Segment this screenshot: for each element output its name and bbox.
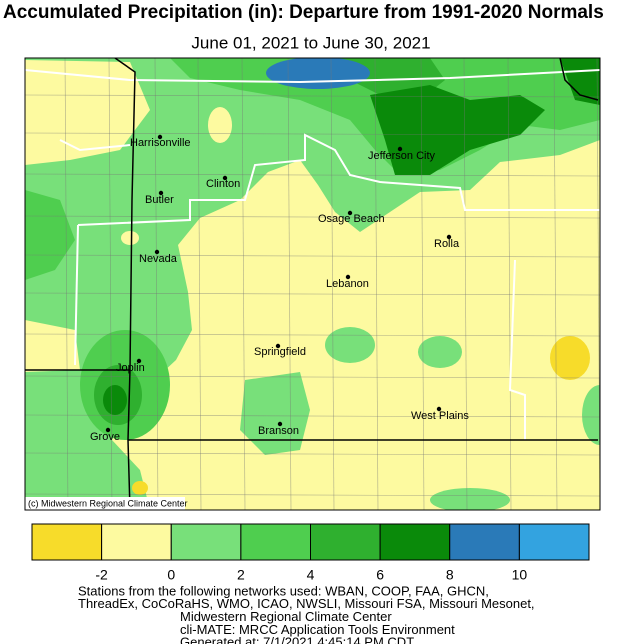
county-line bbox=[25, 292, 600, 296]
region bbox=[132, 481, 148, 495]
county-line bbox=[25, 493, 600, 497]
county-line bbox=[25, 333, 600, 337]
county-line bbox=[25, 414, 600, 418]
county-line bbox=[25, 94, 600, 98]
region bbox=[240, 372, 310, 455]
footer-line: cli-MATE: MRCC Application Tools Environ… bbox=[180, 622, 455, 637]
city-label: Branson bbox=[258, 425, 299, 437]
county-line bbox=[241, 58, 246, 510]
legend-tick-label: 4 bbox=[307, 567, 315, 583]
footer-line: Stations from the following networks use… bbox=[78, 583, 489, 598]
city-dot bbox=[157, 134, 163, 140]
region bbox=[550, 336, 590, 380]
city-dot bbox=[105, 427, 111, 433]
region bbox=[370, 85, 545, 175]
legend-tick-label: 10 bbox=[512, 567, 528, 583]
city-dot bbox=[154, 249, 160, 255]
region bbox=[103, 385, 127, 415]
county-line bbox=[25, 132, 600, 136]
legend-swatch bbox=[31, 523, 103, 561]
region bbox=[208, 107, 232, 143]
county-line bbox=[25, 452, 600, 456]
credit: (c) Midwestern Regional Climate Center bbox=[28, 498, 188, 508]
city-dot bbox=[277, 421, 283, 427]
city-label: Lebanon bbox=[326, 278, 369, 290]
legend-tick-label: -2 bbox=[95, 567, 108, 583]
city-dot bbox=[158, 190, 164, 196]
legend-swatch bbox=[449, 523, 520, 561]
legend-swatch bbox=[379, 523, 451, 561]
region bbox=[430, 488, 510, 510]
credit-box bbox=[25, 497, 185, 510]
county-line bbox=[287, 58, 292, 510]
region bbox=[25, 58, 600, 510]
county-line bbox=[420, 58, 425, 510]
footer: Stations from the following networks use… bbox=[78, 583, 535, 644]
county-line bbox=[25, 173, 600, 177]
legend-tick-label: 2 bbox=[237, 567, 245, 583]
legend-swatch bbox=[310, 523, 381, 561]
city-label: Springfield bbox=[254, 346, 306, 358]
city-label: West Plains bbox=[411, 410, 469, 422]
county-line bbox=[25, 215, 600, 219]
region bbox=[325, 327, 375, 363]
county-line bbox=[374, 58, 379, 510]
county-line bbox=[25, 254, 600, 258]
city-label: Jefferson City bbox=[368, 150, 436, 162]
county-line bbox=[507, 58, 512, 510]
legend-swatch bbox=[518, 523, 590, 561]
region bbox=[582, 385, 600, 445]
legend-swatch bbox=[170, 523, 242, 561]
city-label: Clinton bbox=[206, 178, 240, 190]
footer-line: Midwestern Regional Climate Center bbox=[180, 609, 392, 624]
city-dot bbox=[136, 358, 142, 364]
city-dot bbox=[436, 406, 442, 412]
city-dot bbox=[275, 343, 281, 349]
city-label: Nevada bbox=[139, 253, 178, 265]
region bbox=[121, 231, 139, 245]
city-label: Joplin bbox=[116, 362, 145, 374]
map: (c) Midwestern Regional Climate Center bbox=[25, 58, 600, 510]
city-dot bbox=[345, 274, 351, 280]
lake bbox=[266, 58, 370, 89]
county-line bbox=[553, 58, 558, 510]
legend-swatch bbox=[101, 523, 172, 561]
city-dot bbox=[446, 234, 452, 240]
region bbox=[25, 190, 75, 280]
county-lines bbox=[25, 58, 600, 510]
region bbox=[25, 60, 150, 165]
legend: -2 0 2 4 6 8 10 bbox=[31, 523, 590, 583]
subtitle: June 01, 2021 to June 30, 2021 bbox=[191, 33, 430, 52]
region bbox=[25, 320, 80, 372]
city-label: Harrisonville bbox=[130, 137, 191, 149]
legend-swatch bbox=[240, 523, 311, 561]
city-label: Grove bbox=[90, 431, 120, 443]
footer-line: ThreadEx, CoCoRaHS, WMO, ICAO, NWSLI, Mi… bbox=[78, 596, 535, 611]
footer-line: Generated at: 7/1/2021 4:45:14 PM CDT bbox=[180, 635, 414, 644]
county-line bbox=[463, 58, 468, 510]
city-dot bbox=[347, 210, 353, 216]
city-label: Rolla bbox=[434, 238, 460, 250]
map-frame bbox=[24, 57, 601, 511]
city-label: Osage Beach bbox=[318, 213, 385, 225]
legend-tick-label: 8 bbox=[446, 567, 454, 583]
legend-tick-label: 6 bbox=[376, 567, 384, 583]
city-label: Butler bbox=[145, 194, 174, 206]
region bbox=[418, 336, 462, 368]
county-line bbox=[330, 58, 335, 510]
cities: Harrisonville Clinton Butler Jefferson City… bbox=[90, 134, 469, 443]
region-boundaries bbox=[25, 69, 600, 440]
city-dot bbox=[397, 146, 403, 152]
county-line bbox=[25, 375, 600, 379]
state-boundaries bbox=[25, 58, 599, 510]
city-dot bbox=[222, 175, 228, 181]
title: Accumulated Precipitation (in): Departur… bbox=[3, 2, 604, 23]
legend-tick-label: 0 bbox=[167, 567, 175, 583]
